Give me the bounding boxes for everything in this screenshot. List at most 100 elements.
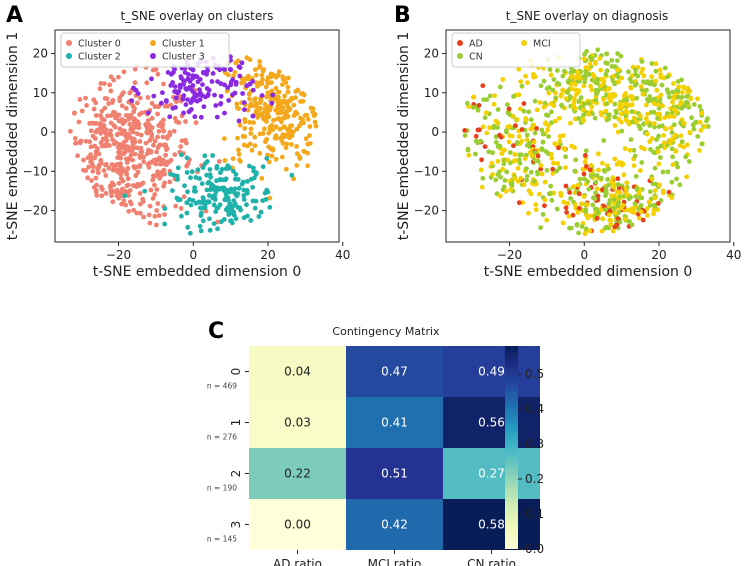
scatter-point: [587, 228, 593, 234]
scatter-point: [615, 51, 620, 56]
scatter-point: [209, 184, 214, 190]
scatter-point: [613, 210, 619, 216]
scatter-point: [633, 173, 639, 179]
scatter-point: [211, 221, 217, 227]
heatmap-cell: [443, 448, 540, 499]
scatter-point: [228, 218, 234, 224]
scatter-point: [581, 194, 587, 200]
scatter-point: [305, 117, 311, 122]
scatter-point: [623, 101, 629, 107]
scatter-point: [252, 134, 258, 140]
scatter-point: [550, 166, 556, 172]
scatter-point: [563, 205, 569, 211]
legend-marker: [66, 40, 72, 46]
scatter-point: [532, 150, 538, 156]
scatter-point: [279, 138, 284, 143]
legend-marker: [457, 53, 463, 59]
colorbar-tick-label: 0.4: [525, 402, 544, 416]
scatter-point: [524, 132, 530, 138]
scatter-point: [195, 167, 201, 173]
scatter-point: [598, 175, 604, 181]
scatter-point: [181, 110, 186, 116]
scatter-point: [661, 133, 667, 138]
scatter-point: [516, 134, 522, 139]
scatter-point: [269, 122, 275, 128]
scatter-point: [134, 210, 140, 216]
scatter-point: [484, 130, 490, 136]
scatter-point: [184, 87, 190, 92]
scatter-point: [275, 116, 280, 122]
scatter-point: [258, 105, 263, 111]
scatter-point: [623, 117, 629, 123]
scatter-point: [252, 143, 258, 149]
scatter-point: [153, 67, 159, 72]
scatter-point: [679, 139, 685, 145]
scatter-point: [546, 90, 552, 96]
scatter-point: [118, 193, 124, 199]
scatter-point: [245, 179, 250, 184]
scatter-point: [542, 100, 548, 106]
scatter-point: [476, 103, 482, 108]
scatter-point: [152, 192, 158, 197]
scatter-point: [242, 107, 247, 112]
scatter-point: [144, 151, 150, 157]
scatter-point: [505, 102, 510, 107]
scatter-point: [490, 150, 495, 156]
scatter-point: [610, 92, 616, 97]
scatter-point: [260, 164, 266, 170]
scatter-point: [256, 214, 262, 219]
scatter-point: [501, 161, 507, 167]
scatter-point: [606, 225, 612, 231]
scatter-point: [592, 74, 597, 80]
scatter-point: [644, 87, 649, 93]
scatter-point: [301, 120, 306, 126]
scatter-point: [174, 99, 179, 105]
y-tick-label: −10: [23, 164, 48, 178]
scatter-point: [631, 147, 637, 153]
scatter-point: [655, 201, 661, 206]
scatter-point: [146, 110, 151, 116]
scatter-point: [560, 73, 566, 79]
scatter-point: [102, 96, 108, 101]
scatter-point: [549, 109, 554, 115]
scatter-point: [183, 102, 189, 107]
scatter-point: [695, 134, 701, 139]
scatter-point: [511, 143, 516, 149]
scatter-point: [265, 114, 271, 120]
scatter-point: [249, 147, 255, 153]
scatter-point: [163, 143, 168, 149]
scatter-point: [228, 82, 234, 88]
scatter-point: [609, 179, 614, 185]
scatter-point: [134, 100, 140, 106]
scatter-point: [551, 160, 556, 166]
scatter-point: [144, 130, 150, 135]
scatter-point: [505, 157, 511, 163]
scatter-point: [475, 107, 481, 113]
scatter-point: [578, 95, 584, 101]
scatter-point: [570, 212, 576, 218]
scatter-point: [226, 165, 232, 170]
scatter-point: [155, 104, 161, 110]
scatter-point: [230, 92, 236, 98]
heatmap-cells: 0.04 0.47 0.49 0.03 0.41 0.56 0.22 0.51 0.27 0.00…: [249, 346, 540, 550]
scatter-point: [524, 137, 530, 143]
scatter-point: [236, 185, 242, 191]
scatter-point: [615, 216, 621, 222]
scatter-point: [250, 113, 256, 119]
scatter-point: [657, 67, 663, 73]
scatter-point: [231, 198, 237, 204]
scatter-point: [211, 202, 217, 208]
scatter-point: [235, 58, 241, 64]
scatter-point: [575, 69, 581, 75]
scatter-point: [197, 77, 203, 82]
scatter-point: [79, 108, 85, 114]
scatter-point: [177, 85, 183, 90]
scatter-point: [239, 60, 245, 66]
scatter-point: [154, 149, 160, 155]
scatter-point: [138, 132, 144, 138]
scatter-point: [632, 153, 638, 159]
scatter-point: [134, 145, 140, 151]
scatter-point: [619, 75, 625, 81]
scatter-point: [91, 106, 97, 112]
scatter-point: [582, 231, 588, 237]
